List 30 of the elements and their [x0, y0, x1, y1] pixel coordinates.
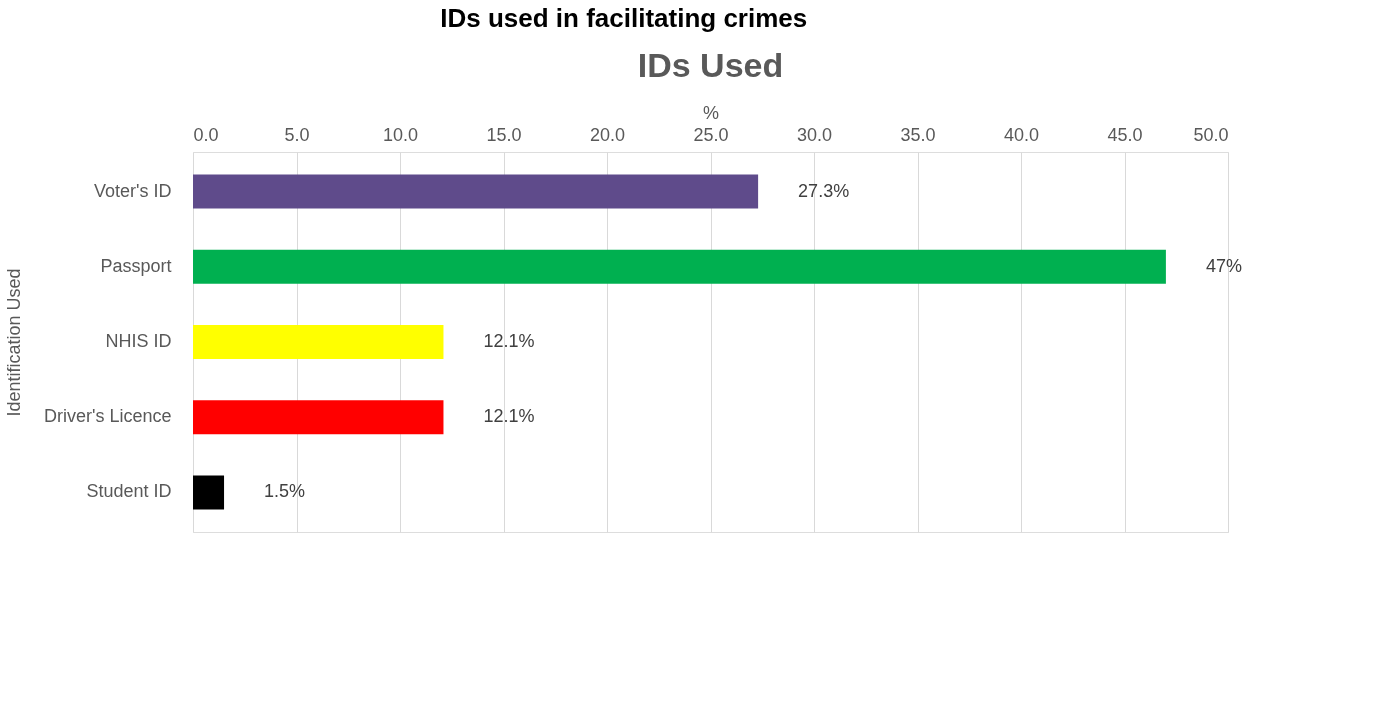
x-tick-label: 40.0 — [1003, 124, 1040, 145]
x-tick-label: 35.0 — [900, 124, 936, 145]
x-tick-label: 0.0 — [193, 124, 219, 145]
bar — [193, 249, 1166, 284]
y-tick-label: Voter's ID — [94, 180, 172, 201]
x-axis-title: % — [702, 102, 720, 123]
x-tick-label: 10.0 — [382, 124, 419, 145]
data-label: 12.1% — [483, 331, 535, 351]
x-tick-label: 50.0 — [1193, 124, 1229, 145]
x-tick-label: 5.0 — [284, 124, 310, 145]
y-tick-label: Student ID — [86, 481, 172, 502]
x-tick-label: 15.0 — [486, 124, 522, 145]
data-label: 47% — [1205, 255, 1242, 276]
y-axis-title: Identification Used — [4, 268, 25, 417]
data-label: 1.5% — [264, 481, 306, 502]
bar — [193, 475, 225, 510]
x-tick-label: 25.0 — [693, 124, 729, 145]
y-tick-label: Driver's Licence — [44, 406, 172, 427]
bar — [193, 325, 444, 359]
y-tick-label: NHIS ID — [105, 331, 172, 351]
x-tick-label: 45.0 — [1107, 124, 1143, 145]
x-tick-label: 20.0 — [589, 124, 626, 145]
y-tick-label: Passport — [100, 255, 172, 276]
bar — [193, 174, 759, 209]
bar — [193, 400, 444, 435]
chart-title: IDs used in facilitating crimes — [440, 2, 808, 33]
data-label: 27.3% — [798, 180, 850, 201]
chart-subtitle: IDs Used — [637, 46, 784, 84]
data-label: 12.1% — [483, 406, 535, 427]
x-tick-label: 30.0 — [796, 124, 833, 145]
